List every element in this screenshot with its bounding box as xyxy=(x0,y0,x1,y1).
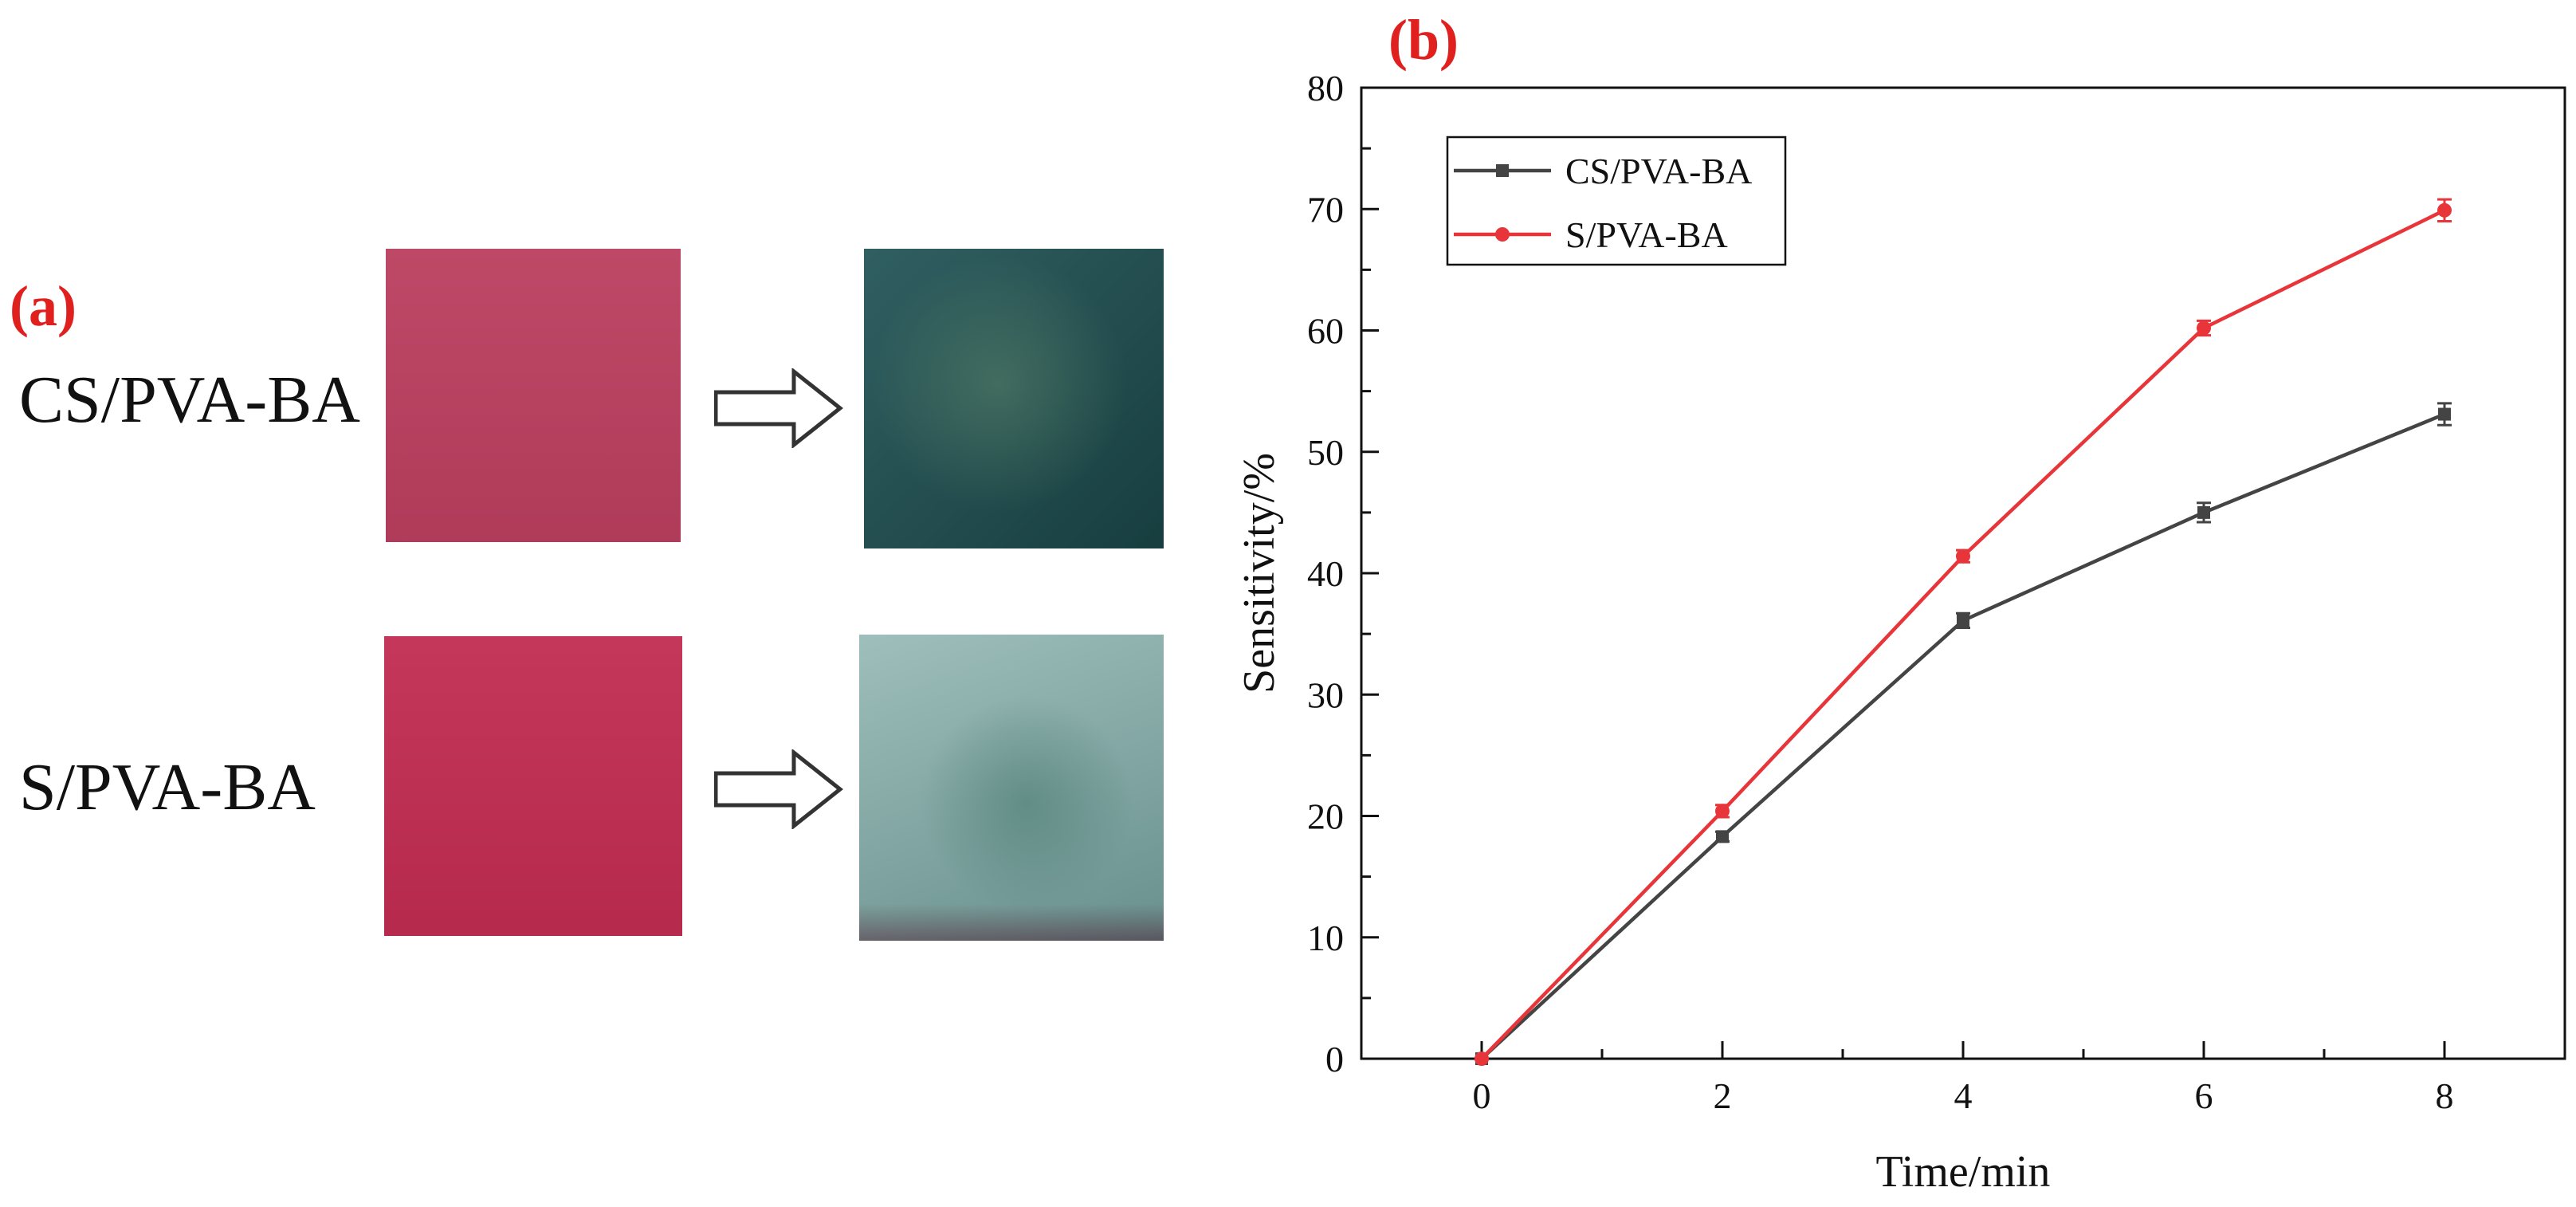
data-point xyxy=(1716,830,1729,843)
sample-label-cs: CS/PVA-BA xyxy=(19,363,360,437)
y-axis-label: Sensitivity/% xyxy=(1235,453,1284,694)
data-point xyxy=(1715,804,1730,819)
x-tick-label: 0 xyxy=(1473,1075,1491,1116)
s-film-before-image xyxy=(384,636,682,936)
panel-a-label: (a) xyxy=(10,274,77,338)
cs-film-before-image xyxy=(386,249,681,542)
data-point xyxy=(1957,614,1969,627)
data-point xyxy=(2437,202,2452,218)
data-point xyxy=(2197,505,2210,519)
y-tick-label: 60 xyxy=(1307,311,1344,352)
s-film-after-image xyxy=(859,635,1164,941)
data-point xyxy=(1475,1052,1489,1066)
y-tick-label: 70 xyxy=(1307,189,1344,230)
panel-b-label: (b) xyxy=(1388,8,1459,72)
data-point xyxy=(2438,407,2451,421)
y-tick-label: 50 xyxy=(1307,432,1344,473)
x-axis-label: Time/min xyxy=(1876,1147,2051,1197)
series-line-1 xyxy=(1480,208,2445,1060)
x-tick-label: 4 xyxy=(1954,1075,1973,1116)
y-tick-label: 80 xyxy=(1307,68,1344,108)
y-tick-label: 40 xyxy=(1307,553,1344,594)
right-arrow-icon xyxy=(714,368,843,448)
x-tick-label: 6 xyxy=(2195,1075,2213,1116)
y-tick-label: 20 xyxy=(1307,796,1344,837)
data-point xyxy=(2197,320,2211,336)
legend-label: S/PVA-BA xyxy=(1565,214,1728,255)
cs-film-after-image xyxy=(864,249,1164,548)
y-tick-label: 10 xyxy=(1307,918,1344,958)
legend-marker xyxy=(1495,227,1510,242)
series-line-0 xyxy=(1480,412,2445,1060)
x-tick-label: 2 xyxy=(1714,1075,1732,1116)
y-tick-label: 0 xyxy=(1325,1039,1344,1079)
data-point xyxy=(1956,548,1970,564)
x-tick-label: 8 xyxy=(2436,1075,2454,1116)
y-tick-label: 30 xyxy=(1307,674,1344,715)
right-arrow-icon xyxy=(714,749,843,829)
legend-marker xyxy=(1496,164,1509,177)
legend-label: CS/PVA-BA xyxy=(1565,151,1752,191)
sample-label-s: S/PVA-BA xyxy=(19,750,316,824)
legend-box xyxy=(1446,136,1787,266)
